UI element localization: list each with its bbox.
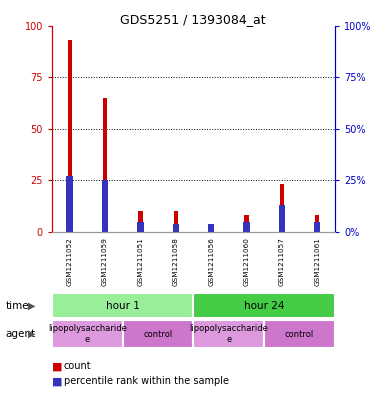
Bar — [172, 224, 179, 232]
Bar — [314, 222, 320, 232]
Text: GSM1211052: GSM1211052 — [67, 237, 73, 286]
Text: lipopolysaccharide
e: lipopolysaccharide e — [189, 324, 268, 344]
Bar — [67, 40, 72, 232]
Text: GSM1211056: GSM1211056 — [208, 237, 214, 286]
Text: GSM1211061: GSM1211061 — [314, 237, 320, 286]
Bar — [280, 184, 284, 232]
Text: agent: agent — [6, 329, 36, 339]
Text: lipopolysaccharide
e: lipopolysaccharide e — [48, 324, 127, 344]
Text: hour 24: hour 24 — [244, 301, 285, 310]
Text: GSM1211058: GSM1211058 — [173, 237, 179, 286]
Bar — [208, 224, 214, 232]
Bar — [279, 205, 285, 232]
Bar — [193, 293, 335, 318]
Bar — [209, 226, 213, 232]
Text: GSM1211051: GSM1211051 — [137, 237, 143, 286]
Text: ▶: ▶ — [28, 301, 35, 310]
Text: ■: ■ — [52, 361, 62, 371]
Text: time: time — [6, 301, 29, 310]
Bar — [174, 211, 178, 232]
Bar — [52, 293, 193, 318]
Bar — [102, 180, 108, 232]
Bar — [243, 222, 250, 232]
Text: ■: ■ — [52, 376, 62, 386]
Bar — [137, 222, 144, 232]
Bar — [315, 215, 320, 232]
Bar — [52, 320, 123, 348]
Text: GSM1211059: GSM1211059 — [102, 237, 108, 286]
Bar — [123, 320, 193, 348]
Bar — [103, 98, 107, 232]
Text: ▶: ▶ — [28, 329, 35, 339]
Bar — [138, 211, 142, 232]
Bar — [244, 215, 249, 232]
Text: GSM1211060: GSM1211060 — [244, 237, 249, 286]
Text: hour 1: hour 1 — [106, 301, 140, 310]
Text: GSM1211057: GSM1211057 — [279, 237, 285, 286]
Text: control: control — [144, 330, 173, 338]
Text: percentile rank within the sample: percentile rank within the sample — [64, 376, 229, 386]
Text: count: count — [64, 361, 91, 371]
Bar — [193, 320, 264, 348]
Bar — [67, 176, 73, 232]
Text: control: control — [285, 330, 314, 338]
Bar — [264, 320, 335, 348]
Text: GDS5251 / 1393084_at: GDS5251 / 1393084_at — [120, 13, 265, 26]
